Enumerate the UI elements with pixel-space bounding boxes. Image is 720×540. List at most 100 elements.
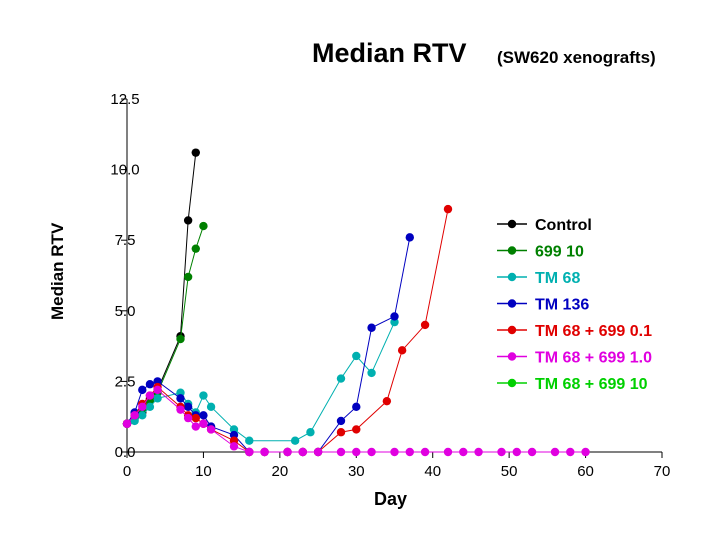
legend-item: Control (497, 217, 592, 234)
y-tick-label: 12.5 (110, 91, 139, 108)
legend-marker (507, 219, 517, 229)
legend-marker (507, 272, 517, 282)
series-layer (122, 148, 590, 457)
data-point (313, 447, 323, 457)
data-point (352, 402, 361, 412)
series-line (126, 209, 449, 453)
legend-marker (507, 325, 517, 335)
legend-marker (507, 246, 517, 255)
y-tick-label: 10.0 (110, 162, 139, 179)
data-point (122, 419, 132, 428)
data-point (153, 394, 162, 403)
chart-subtitle: (SW620 xenografts) (497, 48, 656, 67)
legend-marker (507, 378, 517, 388)
data-point (367, 368, 376, 378)
axes: 0 10 20 30 40 50 60 70 0.0 2.5 5.0 7.5 10.0 12.5 (110, 91, 670, 480)
data-point (367, 447, 376, 457)
data-point (405, 447, 414, 457)
series-tm-136 (122, 233, 414, 457)
y-tick-label: 7.5 (115, 232, 136, 249)
data-point (390, 447, 399, 457)
data-point (138, 411, 147, 420)
data-point (397, 346, 407, 355)
data-point (352, 351, 361, 361)
data-point (199, 411, 208, 420)
data-point (191, 244, 200, 253)
data-point (138, 385, 147, 395)
x-tick-label: 10 (195, 463, 212, 480)
y-axis-label: Median RTV (48, 222, 67, 320)
data-point (306, 428, 315, 437)
data-point (145, 380, 155, 389)
data-point (405, 233, 414, 242)
data-point (183, 216, 193, 225)
data-point (566, 447, 575, 457)
y-tick-label: 0.0 (115, 444, 136, 461)
x-tick-label: 0 (123, 463, 131, 480)
data-point (474, 447, 483, 457)
data-point (138, 402, 147, 412)
data-point (352, 447, 361, 457)
data-point (298, 447, 307, 457)
data-point (290, 436, 300, 445)
data-point (245, 447, 254, 457)
data-point (283, 447, 292, 457)
data-point (145, 402, 155, 412)
data-point (199, 221, 208, 231)
x-tick-label: 40 (424, 463, 441, 480)
data-point (550, 447, 560, 457)
data-point (130, 411, 139, 420)
series-line (126, 321, 395, 442)
data-point (229, 442, 239, 451)
data-point (206, 402, 216, 412)
x-tick-label: 20 (272, 463, 289, 480)
data-point (191, 413, 200, 423)
data-point (176, 394, 185, 403)
data-point (176, 334, 185, 344)
data-point (153, 385, 162, 395)
data-point (581, 447, 590, 457)
legend-item: TM 68 + 699 10 (497, 376, 648, 393)
data-point (390, 312, 399, 321)
data-point (512, 447, 521, 457)
x-axis-label: Day (374, 489, 408, 509)
y-tick-label: 5.0 (115, 303, 136, 320)
data-point (183, 272, 193, 282)
data-point (191, 148, 200, 157)
data-point (443, 204, 453, 214)
data-point (199, 419, 208, 428)
data-point (183, 413, 193, 423)
data-point (497, 447, 506, 457)
legend-item: 699 10 (497, 244, 584, 261)
legend-marker (507, 299, 517, 308)
legend-item: TM 68 + 699 0.1 (497, 323, 652, 340)
data-point (382, 396, 392, 406)
data-point (367, 323, 376, 332)
x-tick-label: 70 (654, 463, 671, 480)
legend-label: TM 68 (535, 270, 580, 287)
data-point (176, 405, 185, 414)
data-point (199, 391, 208, 400)
x-tick-label: 30 (348, 463, 365, 480)
data-point (260, 447, 269, 457)
data-point (336, 374, 346, 383)
legend-label: TM 68 + 699 1.0 (535, 350, 652, 367)
data-point (183, 402, 193, 412)
legend: Control 699 10 TM 68 TM 136 TM 68 + 699 0.1 T… (497, 217, 652, 393)
legend-label: Control (535, 217, 592, 234)
x-tick-label: 60 (577, 463, 594, 480)
chart-title: Median RTV (312, 38, 467, 68)
x-tick-label: 50 (501, 463, 518, 480)
data-point (191, 422, 200, 431)
y-tick-label: 2.5 (115, 373, 136, 390)
data-point (145, 391, 155, 400)
data-point (459, 447, 468, 457)
legend-item: TM 68 + 699 1.0 (497, 350, 652, 367)
data-point (336, 447, 346, 457)
legend-label: 699 10 (535, 244, 584, 261)
data-point (352, 425, 361, 434)
data-point (206, 425, 216, 434)
legend-label: TM 136 (535, 297, 589, 314)
data-point (245, 436, 254, 445)
